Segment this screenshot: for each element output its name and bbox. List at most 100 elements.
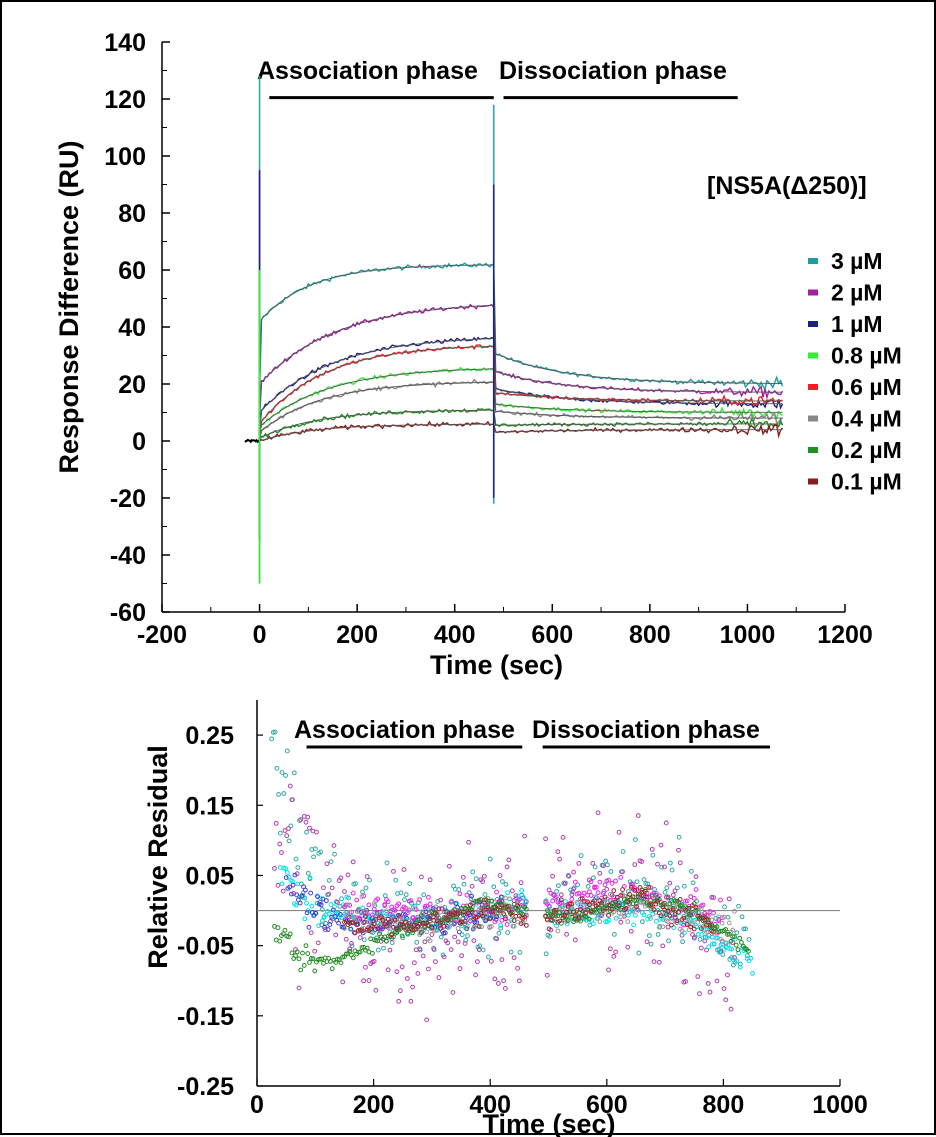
residual-point <box>618 919 624 925</box>
residual-point <box>338 960 344 966</box>
residual-point <box>611 888 617 894</box>
residual-point <box>630 894 636 900</box>
residual-point <box>423 909 429 915</box>
residual-point <box>348 926 354 932</box>
residual-point <box>670 903 676 909</box>
residual-point <box>448 920 454 926</box>
residual-point <box>569 914 575 920</box>
residual-point <box>277 830 283 836</box>
residual-point <box>275 925 281 931</box>
residual-point <box>648 885 653 890</box>
residual-point <box>303 943 309 949</box>
residual-point <box>412 960 417 966</box>
residual-point <box>606 967 611 973</box>
residual-point <box>506 857 512 863</box>
residual-point <box>546 926 552 932</box>
legend-label: 1 µM <box>831 311 883 337</box>
residual-point <box>728 1006 734 1012</box>
residual-point <box>427 913 433 919</box>
x-tick-label: 400 <box>469 1091 511 1119</box>
residual-point <box>391 868 396 874</box>
residual-point <box>337 912 343 917</box>
residual-point <box>457 966 463 971</box>
residual-point <box>470 869 476 875</box>
residual-point <box>498 925 504 931</box>
residual-point <box>448 947 454 952</box>
residual-point <box>468 896 474 902</box>
residual-point <box>480 913 486 919</box>
legend-swatch <box>808 447 818 453</box>
x-tick-label: 200 <box>353 1091 395 1119</box>
residual-point <box>676 834 682 840</box>
phase-label: Association phase <box>294 716 515 744</box>
residual-point <box>462 918 468 924</box>
residual-point <box>697 937 703 942</box>
residual-point <box>429 925 435 931</box>
residual-point <box>398 922 403 927</box>
residual-point <box>482 892 488 897</box>
residual-point <box>328 919 333 924</box>
residual-point <box>695 974 701 979</box>
residual-point <box>711 941 717 947</box>
residual-point <box>693 887 699 892</box>
residual-point <box>426 966 431 972</box>
residual-point <box>282 828 288 833</box>
residual-point <box>427 938 433 944</box>
residual-point <box>604 862 610 868</box>
residual-point <box>332 851 337 857</box>
x-axis-title: Time (sec) <box>482 1109 615 1137</box>
residual-point <box>632 912 638 918</box>
residual-point <box>698 926 704 931</box>
residual-point <box>284 833 290 839</box>
residual-point <box>350 955 356 961</box>
residual-point <box>718 936 723 942</box>
residual-point <box>476 924 482 929</box>
residual-point <box>498 923 504 928</box>
residual-point <box>592 898 597 904</box>
residual-point <box>516 897 522 902</box>
residual-point <box>375 947 381 953</box>
residual-point <box>329 885 335 891</box>
residual-point <box>625 912 631 918</box>
residual-point <box>664 885 670 891</box>
residual-point <box>467 918 473 924</box>
residual-point <box>292 872 298 878</box>
residual-point <box>732 908 737 914</box>
legend-label: 0.1 µM <box>831 469 902 495</box>
residual-point <box>293 856 299 862</box>
y-tick-label: -0.25 <box>177 1073 234 1101</box>
residual-point <box>486 954 491 960</box>
residual-point <box>294 949 300 955</box>
residual-point <box>455 925 461 931</box>
residual-point <box>737 935 743 941</box>
residual-point <box>330 907 336 913</box>
residual-point <box>558 892 564 898</box>
residual-point <box>662 864 667 870</box>
residual-point <box>272 729 278 735</box>
residual-point <box>676 909 681 915</box>
residual-point <box>305 951 311 956</box>
residual-point <box>665 908 671 914</box>
residual-point <box>522 898 528 903</box>
residual-point <box>274 765 280 771</box>
x-axis-title: Time (sec) <box>430 650 563 680</box>
x-tick-label: 200 <box>336 621 378 649</box>
residual-point <box>357 949 363 955</box>
residual-point <box>389 932 395 938</box>
x-tick-label: 1000 <box>720 621 776 649</box>
residual-point <box>349 909 354 915</box>
phase-label: Dissociation phase <box>532 716 760 744</box>
residual-point <box>360 905 365 911</box>
y-tick-label: 40 <box>118 314 146 342</box>
residual-point <box>327 922 333 927</box>
residual-point <box>280 888 286 894</box>
residual-point <box>446 924 452 930</box>
residual-point <box>314 900 320 906</box>
residual-point <box>497 908 503 913</box>
residual-point <box>669 922 674 928</box>
residual-point <box>304 900 309 906</box>
residual-point <box>677 897 683 902</box>
residual-point <box>648 902 653 908</box>
residual-point <box>693 907 699 913</box>
residual-point <box>725 914 731 920</box>
